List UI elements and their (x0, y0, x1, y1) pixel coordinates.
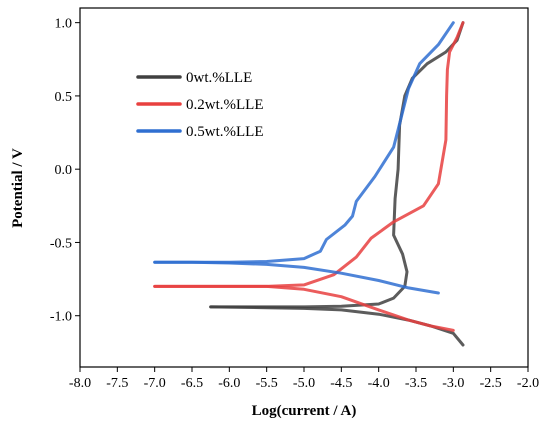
y-tick-label: 0.0 (55, 163, 73, 178)
legend-label: 0.2wt.%LLE (186, 97, 263, 113)
plot-lines (153, 21, 465, 347)
legend-label: 0wt.%LLE (186, 70, 252, 86)
x-tick-label: -7.5 (106, 376, 128, 391)
x-tick-label: -4.5 (330, 376, 352, 391)
y-tick-label: 1.0 (55, 17, 73, 32)
series-line-3 (209, 305, 465, 347)
x-tick-label: -5.5 (256, 376, 278, 391)
legend-label: 0.5wt.%LLE (186, 124, 263, 140)
x-tick-label: -2.0 (517, 376, 539, 391)
y-tick-label: -0.5 (50, 236, 72, 251)
x-tick-label: -4.0 (368, 376, 390, 391)
series-line-5 (153, 260, 440, 295)
x-tick-label: -6.5 (181, 376, 203, 391)
y-axis-title: Potential / V (10, 148, 26, 228)
legend: 0wt.%LLE 0.2wt.%LLE 0.5wt.%LLE (136, 70, 263, 140)
x-tick-label: -7.0 (144, 376, 166, 391)
y-axis-ticks: 1.0 0.5 0.0 -0.5 -1.0 (50, 17, 80, 325)
plot-frame (79, 7, 529, 368)
x-tick-label: -8.0 (69, 376, 91, 391)
x-tick-label: -6.0 (218, 376, 240, 391)
x-tick-label: -2.5 (480, 376, 502, 391)
x-axis-title: Log(current / A) (252, 403, 357, 419)
y-tick-label: -1.0 (50, 310, 72, 325)
series-line-4 (153, 284, 455, 332)
x-tick-label: -5.0 (293, 376, 315, 391)
series-line-1 (153, 21, 465, 288)
series-line-2 (153, 21, 455, 264)
series-line-0 (209, 21, 465, 309)
x-tick-label: -3.5 (405, 376, 427, 391)
x-axis-ticks: -8.0 -7.5 -7.0 -6.5 -6.0 -5.5 -5.0 -4.5 -4.0 -3.5… (69, 367, 539, 391)
x-tick-label: -3.0 (442, 376, 464, 391)
y-tick-label: 0.5 (55, 90, 73, 105)
